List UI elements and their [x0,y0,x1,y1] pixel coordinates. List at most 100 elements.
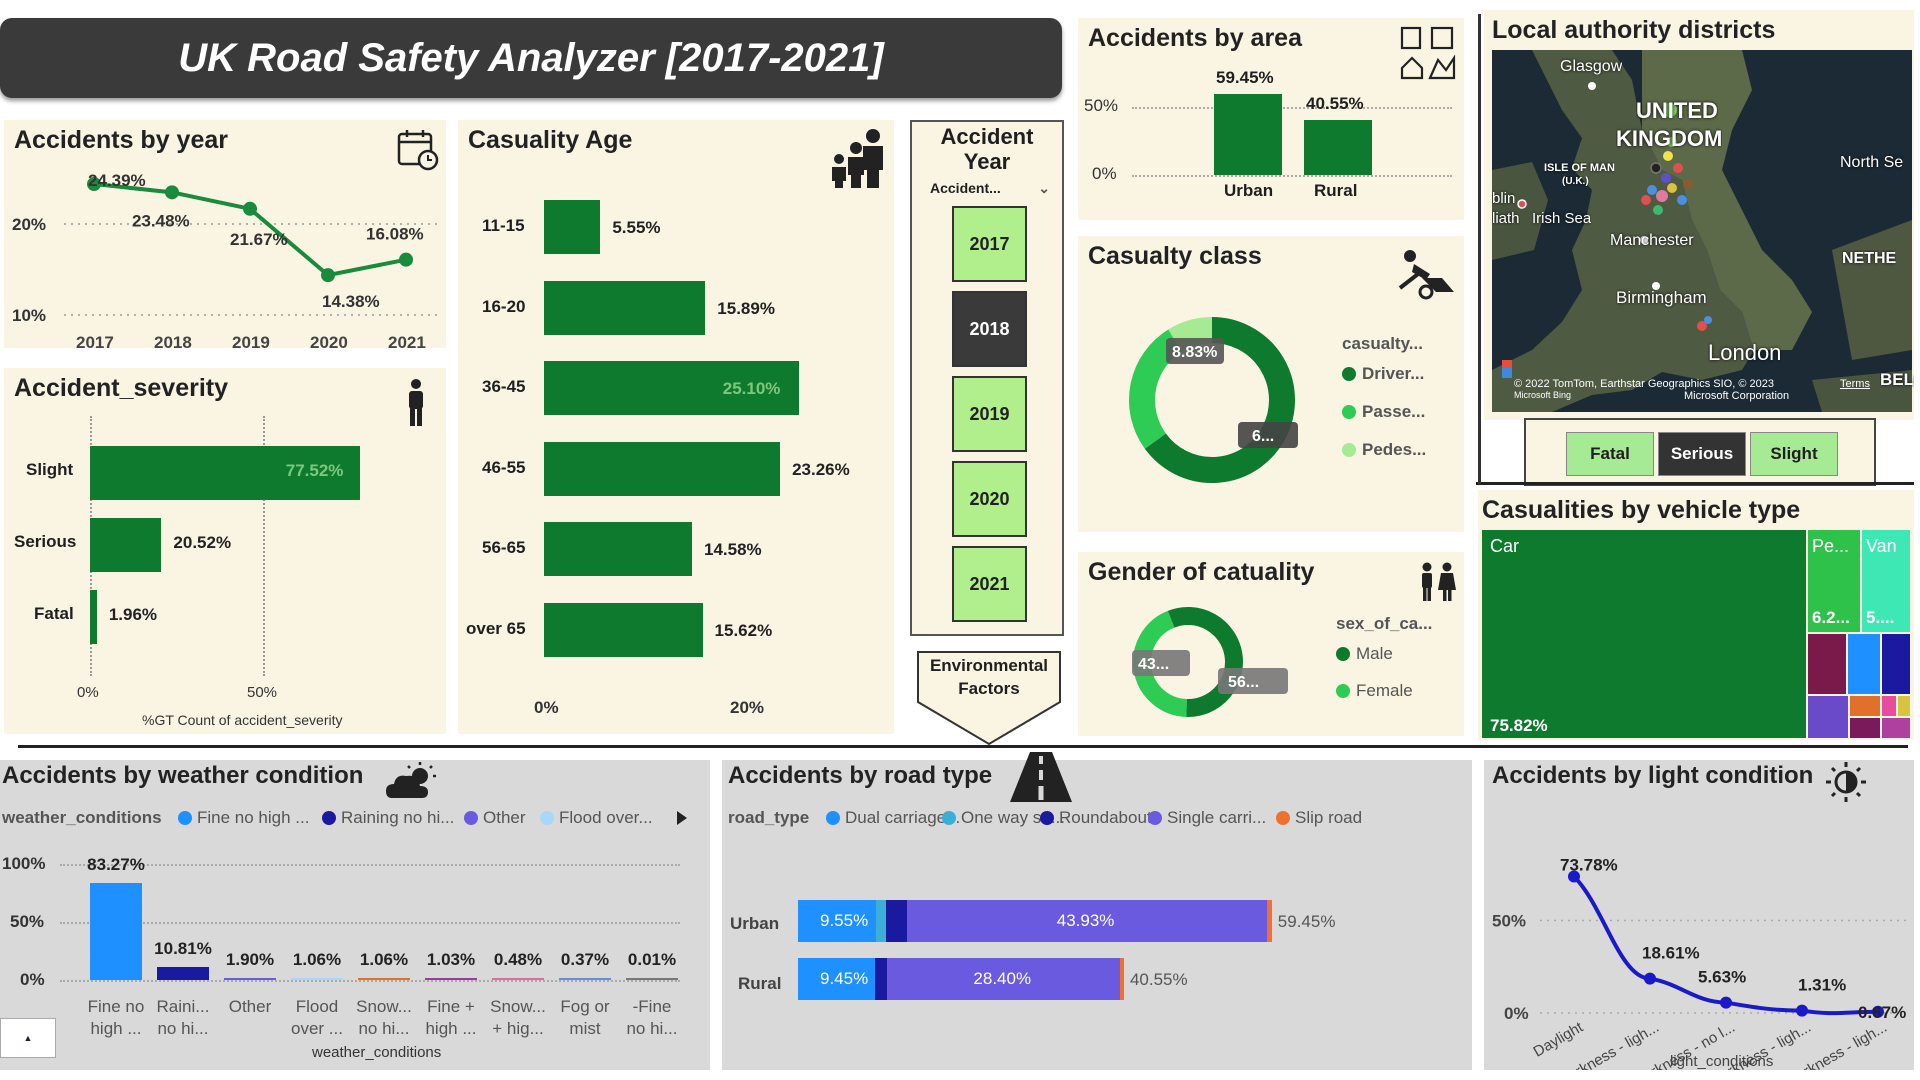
legend-dot [1336,684,1350,698]
y-tick-50: 50% [10,912,45,931]
environmental-factors-button[interactable] [916,650,1062,746]
row-label-rural: Rural [738,974,782,993]
treemap-cell[interactable] [1898,696,1910,716]
year-button-2020[interactable]: 2020 [952,461,1027,537]
treemap-van[interactable]: Van 5.... [1862,530,1910,632]
accidents-by-year-panel[interactable]: Accidents by year 20% 10% 24.39% 2017 23.48%… [4,120,446,348]
treemap-van-label: Van [1866,536,1897,556]
bing-logo: Microsoft Bing [1514,390,1572,400]
panel-divider-vertical [1478,14,1481,484]
age-bar [544,361,799,415]
calendar-clock-icon [397,130,439,171]
x-tick-label: 2018 [154,333,192,348]
year-button-2019[interactable]: 2019 [952,376,1027,452]
treemap-pedal-cycle[interactable]: Pe... 6.2... [1808,530,1860,632]
casualty-age-panel[interactable]: Casuality Age 0% 20% 11-15 5.55% 16-20 15.8… [458,120,894,734]
casualty-class-donut[interactable]: 8.83% 6... [1118,306,1308,496]
treemap-pe-value: 6.2... [1812,608,1850,627]
weather-value: 10.81% [154,939,212,959]
slicer-dropdown[interactable]: Accident... ⌄ [930,180,1050,197]
uk-map[interactable] [1492,50,1912,412]
year-button-2018[interactable]: 2018 [952,291,1027,367]
legend-label: Passe... [1362,402,1426,421]
area-value: 59.45% [1216,68,1274,88]
accident-severity-panel[interactable]: Accident_severity 0% 50% %GT Count of ac… [4,368,446,734]
legend-item: Other [464,808,526,828]
road-segment [876,900,887,942]
weather-category: Fog or mist [560,997,610,1038]
legend-label: Pedes... [1362,440,1427,459]
panel-title: Casualities by vehicle type [1482,496,1801,524]
year-line-chart[interactable]: 20% 10% 24.39% 2017 23.48% 2018 21.67% 2019 14.3… [4,160,446,348]
road-type-panel[interactable]: Accidents by road type road_type Urban R… [722,752,1472,1070]
map-terms: Terms [1840,378,1870,390]
severity-slicer[interactable]: Fatal Serious Slight [1524,418,1876,486]
age-value: 5.55% [612,218,661,237]
casualty-class-panel[interactable]: Casualty class 8.83% 6... casualty... Dri… [1078,236,1464,532]
road-segment [875,958,887,1000]
weather-value: 1.06% [292,950,342,969]
treemap-cell[interactable] [1848,634,1880,694]
light-panel[interactable]: Accidents by light condition 50% 0% 73.78%… [1484,760,1914,1070]
severity-button-fatal[interactable]: Fatal [1566,432,1654,476]
legend-item: Flood over... [540,808,653,828]
treemap-cell[interactable] [1882,696,1896,716]
legend-item: Raining no hi... [322,808,454,828]
light-data-label: 18.61% [1642,944,1700,963]
road-segment [798,900,877,942]
light-data-label: 1.31% [1798,976,1846,995]
legend-item: Dual carriage... [826,808,960,828]
vehicle-type-panel[interactable]: Casualities by vehicle type Car 75.82% P… [1478,490,1914,740]
map-label: London [1708,340,1782,365]
severity-button-serious[interactable]: Serious [1658,432,1746,476]
map-panel[interactable]: Local authority districts Glasgow UNITED K… [1484,10,1914,420]
year-point [87,177,101,192]
legend-label: Other [483,808,526,827]
legend-title: casualty... [1342,334,1423,353]
accidents-by-area-panel[interactable]: Accidents by area 50% 0% 59.45% Urban 40.5… [1078,18,1464,220]
brightness-icon [1826,762,1866,802]
y-tick-label: 20% [12,215,46,234]
severity-button-slight[interactable]: Slight [1750,432,1838,476]
legend-label: Flood over... [559,808,653,827]
light-point [1796,1004,1808,1017]
slicer-dropdown-label: Accident... [930,180,1001,196]
treemap-cell[interactable] [1882,718,1910,738]
road-segment-label: 9.55% [820,911,869,930]
year-button-2021[interactable]: 2021 [952,546,1027,622]
year-data-label: 14.38% [322,292,380,311]
map-label: (U.K.) [1562,176,1589,187]
severity-bar [90,446,360,500]
x-tick-label: Daylight [1531,1018,1587,1060]
gender-donut[interactable]: 43... 56... [1122,600,1302,722]
legend-dot [1342,367,1356,381]
weather-panel[interactable]: Accidents by weather condition weather_c… [0,760,710,1070]
weather-value: 83.27% [87,855,145,875]
label-box [1218,668,1288,694]
donut-label: 43... [1138,656,1169,673]
donut-slice [1129,329,1183,449]
age-label: over 65 [466,618,526,638]
weather-bar [358,978,410,980]
treemap-cell[interactable] [1808,634,1846,694]
panel-title: Casuality Age [468,126,633,154]
year-point [399,252,413,267]
legend-item: One way str... [942,808,1065,828]
year-button-2017[interactable]: 2017 [952,206,1027,282]
gridline-50 [60,922,680,924]
year-slicer[interactable]: Accident Year Accident... ⌄ 2017 2018 2019 2… [910,120,1064,636]
legend-next-arrow-icon[interactable] [676,810,688,826]
treemap-cell[interactable] [1850,718,1880,738]
treemap-cell[interactable] [1882,634,1910,694]
light-point [1568,870,1580,883]
donut-label: 6... [1252,428,1274,445]
gender-panel[interactable]: Gender of catuality 43... 56... sex_of_ca… [1078,552,1464,736]
light-point [1872,1005,1884,1018]
legend-dot [1148,811,1162,825]
treemap-cell[interactable] [1808,696,1848,738]
treemap-cell[interactable] [1850,696,1880,716]
legend-label: Female [1356,681,1413,700]
accident-person-icon [1398,250,1454,300]
treemap-car[interactable]: Car 75.82% [1482,530,1806,738]
